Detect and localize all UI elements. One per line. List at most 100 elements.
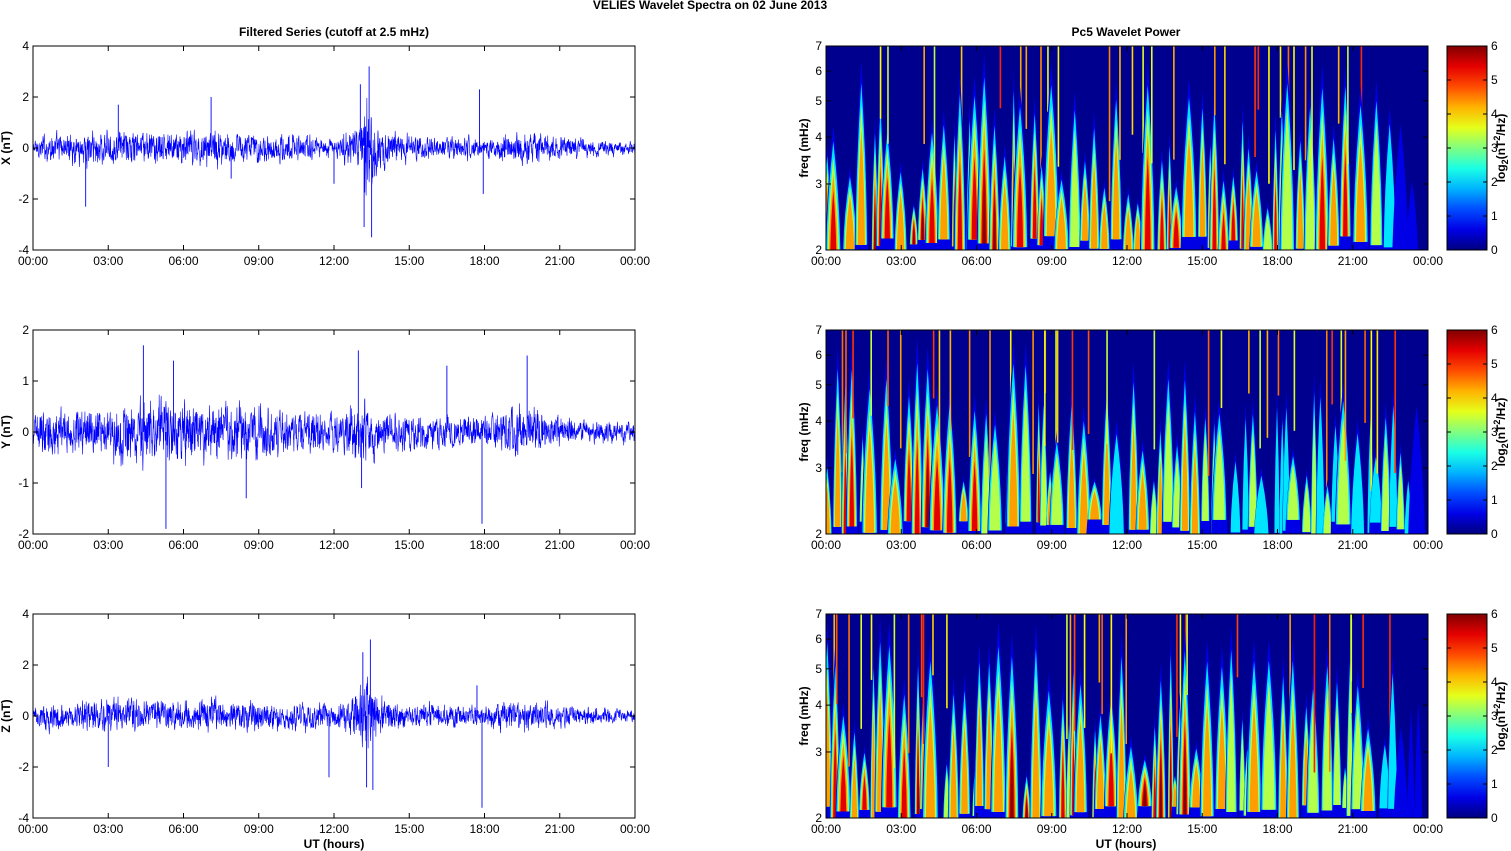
power-blob: [1199, 144, 1206, 237]
power-blob: [906, 448, 912, 522]
trace-line-z: [32, 676, 636, 749]
power-streak: [1293, 330, 1296, 431]
x-tick-label: 21:00: [1338, 822, 1368, 836]
power-blob: [1408, 405, 1425, 534]
power-streak: [1313, 614, 1316, 773]
power-blob: [1302, 482, 1311, 533]
colorbar-tick-label: 6: [1491, 323, 1498, 337]
power-streak: [1350, 614, 1352, 714]
power-blob: [1323, 492, 1332, 534]
power-streak: [1108, 46, 1111, 202]
y-tick-label: 2: [22, 658, 29, 672]
power-streak: [1073, 614, 1076, 731]
power-blob: [1153, 766, 1157, 818]
colorbar-tick-label: 1: [1491, 209, 1498, 223]
colorbar-fill: [1446, 45, 1488, 251]
power-blob: [982, 171, 986, 244]
x-tick-label: 09:00: [244, 254, 274, 268]
power-blob: [1297, 170, 1304, 249]
x-tick-label: 18:00: [1262, 538, 1292, 552]
power-streak: [1057, 46, 1060, 167]
power-blob: [1333, 698, 1341, 806]
power-streak: [923, 46, 925, 145]
colorbar-tick-label: 4: [1491, 675, 1498, 689]
power-streak: [1110, 614, 1113, 754]
power-blob: [1289, 707, 1297, 818]
power-streak: [968, 330, 971, 457]
power-streak: [1266, 330, 1269, 438]
power-blob: [1319, 156, 1326, 250]
power-blob: [1032, 166, 1037, 239]
x-tick-label: 00:00: [1413, 538, 1443, 552]
y-axis-label: freq (mHz): [797, 402, 811, 461]
power-blob: [1138, 471, 1147, 530]
colorbar-tick-label: 0: [1491, 811, 1498, 825]
power-blob: [1392, 124, 1409, 250]
x-tick-label: 18:00: [1262, 822, 1292, 836]
x-tick-label: 09:00: [1037, 254, 1067, 268]
x-tick-label: 18:00: [469, 538, 499, 552]
power-streak: [1098, 614, 1101, 683]
power-streak: [949, 330, 952, 431]
power-blob: [1150, 487, 1158, 534]
power-streak: [848, 614, 850, 767]
power-blob: [1021, 387, 1031, 522]
colorbar-fill: [1446, 329, 1488, 535]
power-blob: [845, 195, 855, 250]
y-tick-label: 4: [815, 130, 822, 144]
y-tick-label: -1: [18, 476, 29, 490]
power-blob: [1158, 458, 1163, 534]
left-xlabel: UT (hours): [304, 837, 365, 851]
power-blob: [1081, 182, 1089, 241]
power-blob: [1363, 750, 1373, 812]
spectrogram-field: [826, 46, 1428, 250]
power-streak: [920, 614, 923, 698]
power-blob: [1143, 782, 1147, 807]
power-blob: [1212, 167, 1217, 250]
power-streak: [870, 330, 872, 416]
power-blob: [826, 486, 830, 534]
x-tick-label: 00:00: [1413, 254, 1443, 268]
power-blob: [1010, 748, 1014, 818]
y-tick-label: 7: [815, 323, 822, 337]
power-blob: [1369, 456, 1382, 523]
colorbar-tick-label: 6: [1491, 607, 1498, 621]
power-blob: [950, 729, 957, 818]
x-tick-label: 00:00: [620, 538, 650, 552]
y-tick-label: -4: [18, 243, 29, 257]
power-blob: [1173, 456, 1182, 528]
x-tick-label: 18:00: [469, 254, 499, 268]
spectrogram-panel-2: 2 3 4 5 6 7 00:00 03:00 06:00 09:00 12:00 15:00 18:0…: [797, 607, 1510, 836]
x-tick-label: 15:00: [1187, 254, 1217, 268]
y-tick-label: 2: [815, 811, 822, 825]
x-tick-label: 00:00: [18, 538, 48, 552]
power-blob: [1009, 409, 1018, 527]
power-blob: [1330, 167, 1338, 246]
power-blob: [921, 206, 924, 240]
power-streak: [1101, 614, 1103, 715]
left-column-title: Filtered Series (cutoff at 2.5 mHz): [239, 25, 429, 39]
y-tick-label: -2: [18, 192, 29, 206]
power-streak: [1032, 330, 1034, 474]
power-streak: [1055, 330, 1057, 491]
x-tick-label: 06:00: [961, 822, 991, 836]
power-blob: [890, 479, 900, 534]
power-blob: [1160, 198, 1164, 250]
power-blob: [1226, 672, 1236, 813]
power-blob: [886, 714, 893, 808]
power-blob: [1241, 174, 1244, 249]
colorbar-tick-label: 1: [1491, 493, 1498, 507]
colorbar-tick-label: 1: [1491, 777, 1498, 791]
power-blob: [1183, 743, 1187, 815]
x-tick-label: 09:00: [244, 822, 274, 836]
x-tick-label: 09:00: [1037, 822, 1067, 836]
power-blob: [1173, 210, 1179, 248]
y-tick-label: 3: [815, 177, 822, 191]
power-blob: [884, 177, 890, 239]
power-streak: [946, 614, 948, 709]
power-blob: [1057, 197, 1066, 250]
power-blob: [1262, 681, 1275, 810]
series-panel-y: -2 -1 0 1 2 00:00 03:00 06:00 09:00 12:00 15:00 18:…: [0, 323, 650, 552]
y-tick-label: 1: [22, 374, 29, 388]
power-streak: [1119, 46, 1121, 160]
